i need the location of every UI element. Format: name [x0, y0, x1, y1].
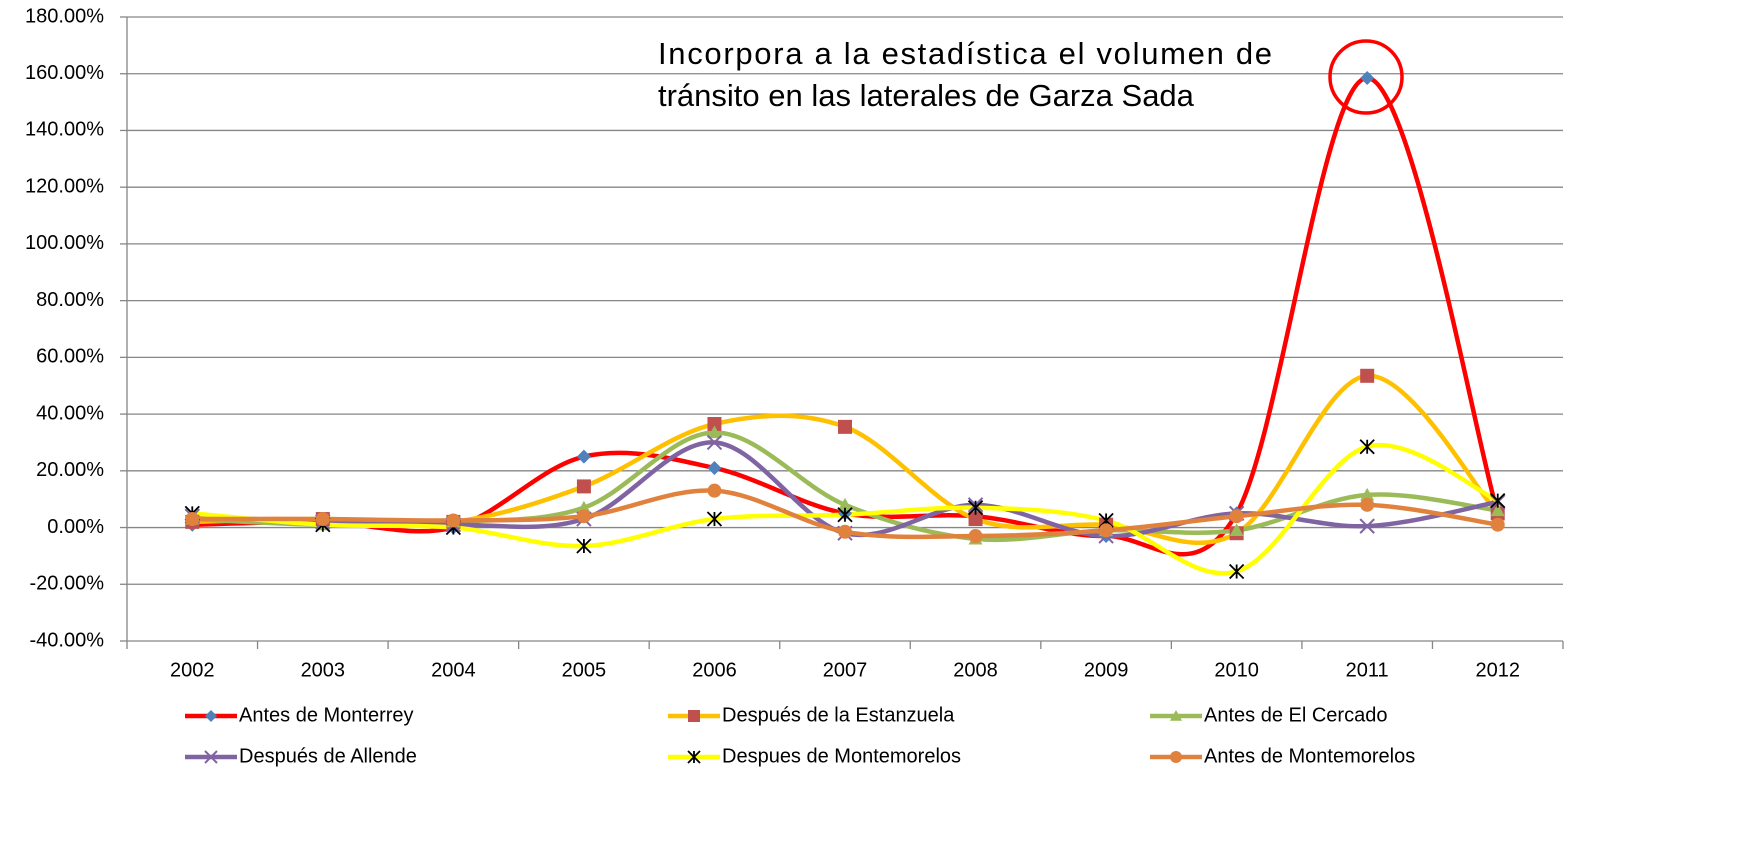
x-tick-label: 2005: [562, 659, 607, 681]
legend-label: Antes de El Cercado: [1204, 704, 1387, 726]
marker: [838, 524, 852, 539]
x-tick-label: 2007: [823, 659, 868, 681]
marker: [707, 483, 722, 498]
x-tick-label: 2011: [1346, 659, 1389, 681]
y-tick-label: 20.00%: [36, 459, 104, 481]
marker: [1490, 492, 1506, 509]
marker: [1170, 710, 1182, 721]
y-tick-label: 180.00%: [25, 5, 104, 27]
marker: [1360, 497, 1375, 512]
marker: [706, 511, 723, 527]
marker: [837, 507, 853, 523]
y-tick-label: 140.00%: [25, 119, 104, 141]
marker: [1490, 503, 1505, 517]
y-tick-label: -40.00%: [30, 629, 105, 651]
marker: [1229, 563, 1245, 580]
marker: [707, 460, 722, 475]
marker: [185, 512, 200, 527]
x-tick-label: 2008: [953, 659, 998, 681]
marker: [707, 425, 722, 439]
x-tick-label: 2003: [301, 659, 346, 681]
marker: [1170, 751, 1182, 763]
x-tick-label: 2010: [1214, 659, 1259, 681]
marker: [1359, 439, 1375, 455]
marker: [1360, 368, 1375, 383]
marker: [1099, 523, 1114, 538]
marker: [1360, 487, 1375, 501]
marker: [687, 750, 701, 764]
series-line: [192, 442, 1499, 576]
marker: [838, 497, 852, 511]
legend-label: Antes de Monterrey: [239, 704, 414, 726]
x-tick-label: 2004: [431, 659, 476, 681]
marker: [446, 513, 461, 528]
legend-label: Despues de Montemorelos: [722, 745, 961, 767]
marker: [315, 512, 330, 527]
annotation: tránsito en las laterales de Garza Sada: [658, 78, 1195, 113]
marker: [688, 710, 700, 722]
marker: [838, 419, 852, 434]
y-tick-label: 100.00%: [25, 232, 104, 254]
y-tick-label: 120.00%: [25, 175, 104, 197]
y-tick-label: 80.00%: [36, 289, 104, 311]
marker: [1229, 509, 1244, 524]
marker: [706, 434, 723, 451]
x-tick-label: 2009: [1084, 659, 1129, 681]
marker: [576, 538, 592, 554]
marker: [205, 710, 217, 722]
annotation: Incorpora a la estadística el volumen de: [658, 36, 1272, 71]
marker: [707, 417, 722, 432]
marker: [1359, 518, 1375, 534]
marker: [968, 529, 983, 544]
marker: [576, 449, 591, 464]
y-tick-label: -20.00%: [30, 573, 105, 595]
marker: [1490, 517, 1505, 532]
x-tick-label: 2006: [692, 659, 737, 681]
y-tick-label: 40.00%: [36, 402, 104, 424]
marker: [576, 509, 591, 524]
marker: [576, 479, 591, 494]
highlight-circle: [1328, 39, 1404, 115]
x-tick-label: 2012: [1475, 659, 1520, 681]
y-tick-label: 160.00%: [25, 62, 104, 84]
marker: [967, 500, 984, 516]
legend-label: Después de Allende: [239, 745, 417, 767]
marker: [204, 750, 218, 764]
y-tick-label: 0.00%: [47, 516, 104, 538]
marker: [968, 512, 983, 527]
legend-label: Después de la Estanzuela: [722, 704, 955, 726]
series-line: [192, 75, 1500, 557]
marker: [1229, 523, 1244, 536]
y-tick-label: 60.00%: [36, 346, 104, 368]
legend-label: Antes de Montemorelos: [1204, 745, 1415, 767]
marker: [1360, 70, 1375, 85]
x-tick-label: 2002: [170, 659, 215, 681]
